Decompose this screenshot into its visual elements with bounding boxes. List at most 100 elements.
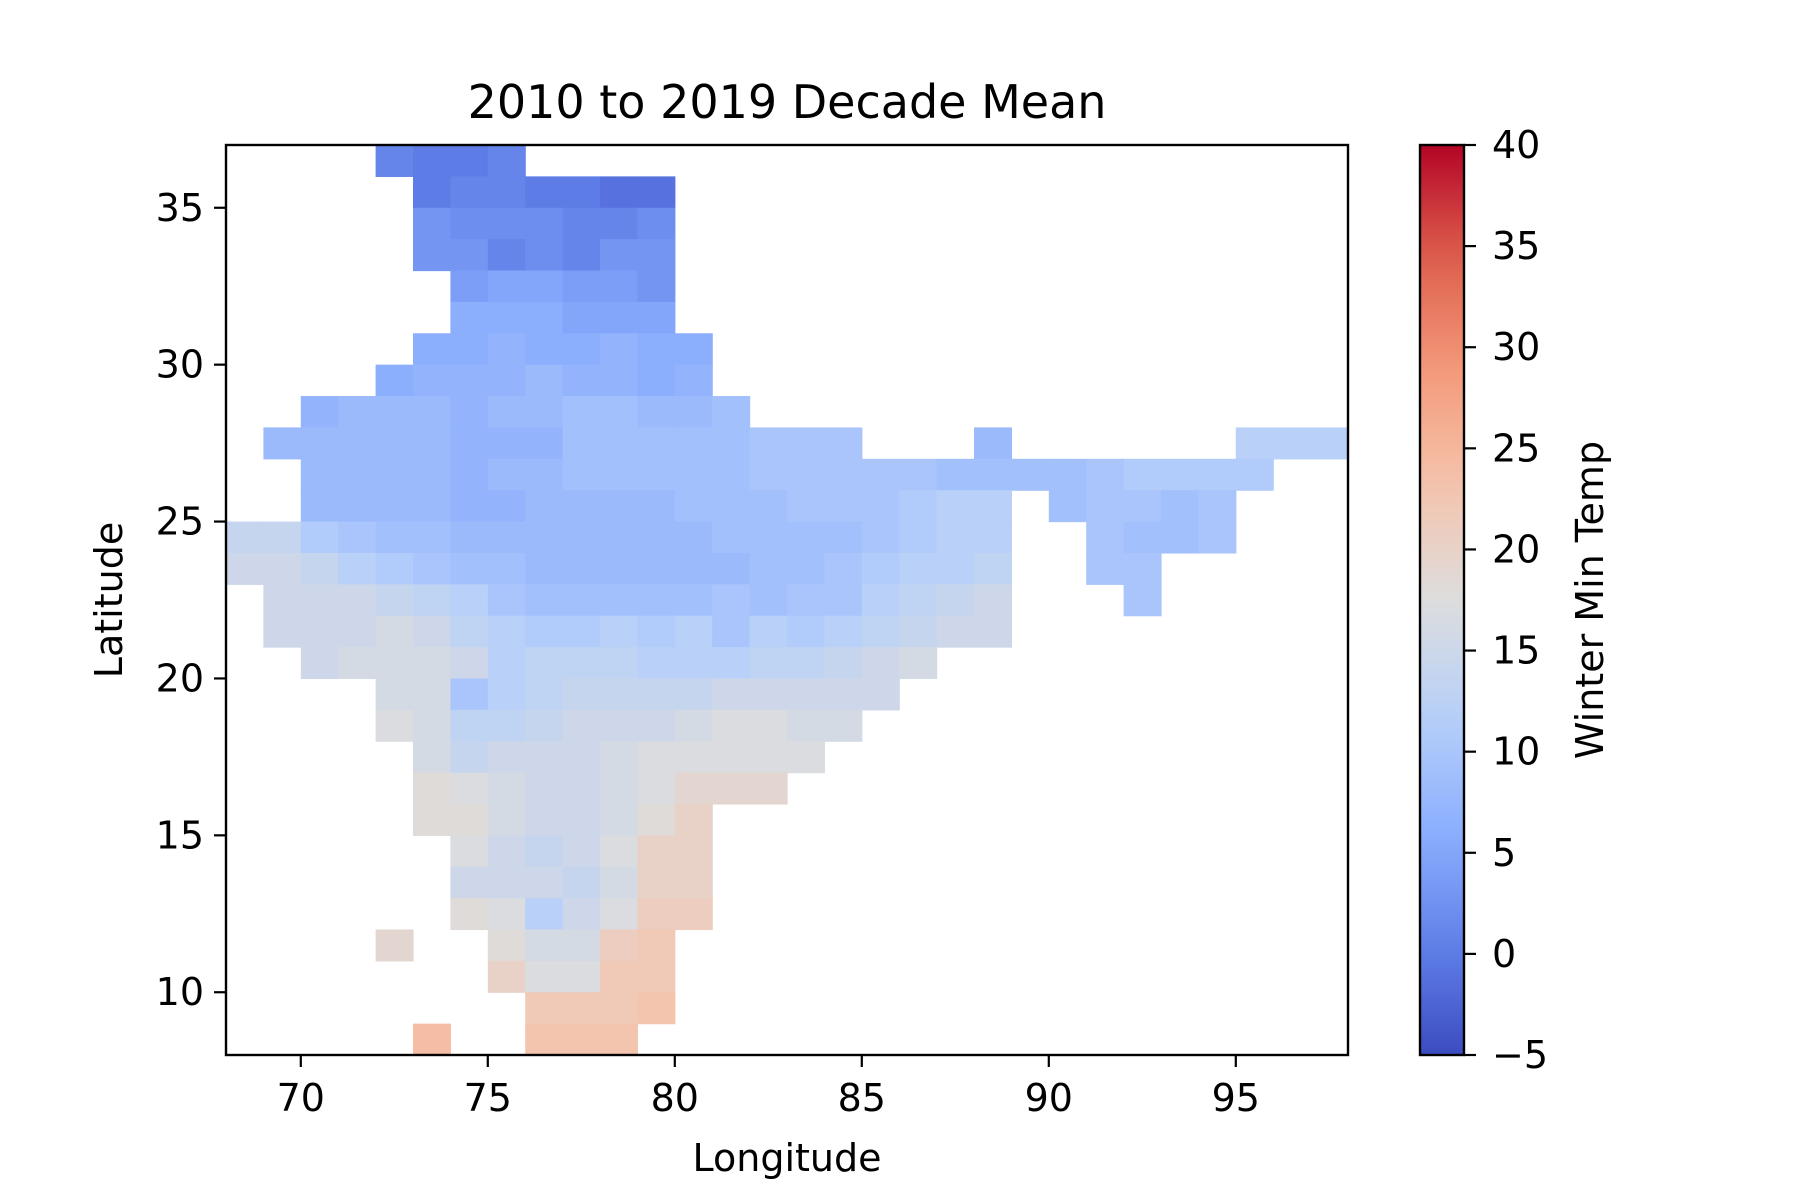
heatmap-cell xyxy=(450,772,489,805)
heatmap-cell xyxy=(637,333,676,366)
heatmap-cell xyxy=(1273,427,1312,460)
heatmap-cell xyxy=(450,301,489,334)
heatmap-cell xyxy=(637,552,676,585)
x-tick-label: 95 xyxy=(1212,1076,1260,1120)
colorbar-tick-label: 40 xyxy=(1492,123,1540,167)
heatmap-cell xyxy=(525,584,564,617)
heatmap-cell xyxy=(600,615,638,648)
heatmap-cell xyxy=(674,615,713,648)
heatmap-cell xyxy=(525,992,564,1025)
heatmap-cell xyxy=(637,709,676,742)
heatmap-cell xyxy=(824,552,863,585)
heatmap-cell xyxy=(712,772,751,805)
heatmap-cell xyxy=(525,427,564,460)
heatmap-cell xyxy=(600,176,638,209)
heatmap-cell xyxy=(824,647,863,680)
colorbar-tick-label: 15 xyxy=(1492,629,1540,673)
heatmap-cell xyxy=(637,301,676,334)
heatmap-cell xyxy=(749,427,788,460)
heatmap-cell xyxy=(600,835,638,868)
heatmap-cell xyxy=(487,239,526,272)
heatmap-cell xyxy=(487,866,526,899)
heatmap-cell xyxy=(562,866,601,899)
heatmap-cell xyxy=(637,772,676,805)
heatmap-cell xyxy=(413,1023,451,1056)
heatmap-cell xyxy=(562,898,601,931)
heatmap-cell xyxy=(674,647,713,680)
heatmap-cell xyxy=(936,584,975,617)
heatmap-cell xyxy=(899,584,938,617)
heatmap-cell xyxy=(600,207,638,240)
colorbar-tick-label: 0 xyxy=(1492,932,1516,976)
heatmap-cell xyxy=(375,584,414,617)
heatmap-cell xyxy=(450,207,489,240)
heatmap-cell xyxy=(824,521,863,554)
heatmap-cell xyxy=(1123,490,1162,523)
heatmap-cell xyxy=(562,552,601,585)
heatmap-cell xyxy=(637,929,676,962)
heatmap-cell xyxy=(263,427,302,460)
heatmap-cell xyxy=(300,552,339,585)
heatmap-cell xyxy=(824,458,863,491)
heatmap-cell xyxy=(413,615,451,648)
heatmap-cell xyxy=(600,803,638,836)
heatmap-cell xyxy=(674,772,713,805)
heatmap-cell xyxy=(936,552,975,585)
heatmap-cell xyxy=(787,490,825,523)
heatmap-cell xyxy=(413,647,451,680)
heatmap-cell xyxy=(413,239,451,272)
heatmap-cell xyxy=(600,364,638,397)
heatmap-cell xyxy=(1086,490,1125,523)
heatmap-cell xyxy=(712,552,751,585)
heatmap-cell xyxy=(413,584,451,617)
heatmap-cell xyxy=(637,741,676,774)
heatmap-cell xyxy=(674,490,713,523)
heatmap-cell xyxy=(413,741,451,774)
heatmap-cell xyxy=(562,364,601,397)
heatmap-cell xyxy=(300,396,339,429)
heatmap-cell xyxy=(637,647,676,680)
heatmap-cell xyxy=(413,145,451,177)
heatmap-cell xyxy=(450,176,489,209)
heatmap-cell xyxy=(674,427,713,460)
heatmap-cell xyxy=(450,584,489,617)
heatmap-cell xyxy=(712,458,751,491)
heatmap-cell xyxy=(487,458,526,491)
colorbar xyxy=(1418,143,1466,1057)
heatmap-cell xyxy=(674,364,713,397)
heatmap-cell xyxy=(562,270,601,303)
heatmap-cell xyxy=(525,647,564,680)
heatmap-cells xyxy=(226,145,1349,1056)
heatmap-cell xyxy=(1235,458,1274,491)
heatmap-cell xyxy=(787,615,825,648)
heatmap-cell xyxy=(787,458,825,491)
heatmap-cell xyxy=(1048,458,1087,491)
x-tick-label: 75 xyxy=(464,1076,512,1120)
heatmap-cell xyxy=(861,584,900,617)
heatmap-cell xyxy=(375,929,414,962)
heatmap-cell xyxy=(487,929,526,962)
heatmap-cell xyxy=(637,458,676,491)
heatmap-cell xyxy=(450,709,489,742)
heatmap-cell xyxy=(525,176,564,209)
heatmap-cell xyxy=(824,427,863,460)
heatmap-cell xyxy=(413,772,451,805)
heatmap-cell xyxy=(375,709,414,742)
heatmap-cell xyxy=(487,552,526,585)
heatmap-cell xyxy=(525,960,564,993)
heatmap-cell xyxy=(1123,521,1162,554)
colorbar-ticks: −5 0 5 10 15 20 25 30 35 40 xyxy=(1464,123,1548,1077)
heatmap-cell xyxy=(562,427,601,460)
heatmap-cell xyxy=(263,552,302,585)
heatmap-cell xyxy=(487,145,526,177)
x-tick-label: 90 xyxy=(1025,1076,1073,1120)
heatmap-cell xyxy=(300,584,339,617)
heatmap-cell xyxy=(637,615,676,648)
heatmap-cell xyxy=(450,678,489,711)
heatmap-cell xyxy=(1086,552,1125,585)
heatmap-cell xyxy=(375,647,414,680)
heatmap-cell xyxy=(674,678,713,711)
heatmap-cell xyxy=(787,521,825,554)
heatmap-cell xyxy=(749,678,788,711)
